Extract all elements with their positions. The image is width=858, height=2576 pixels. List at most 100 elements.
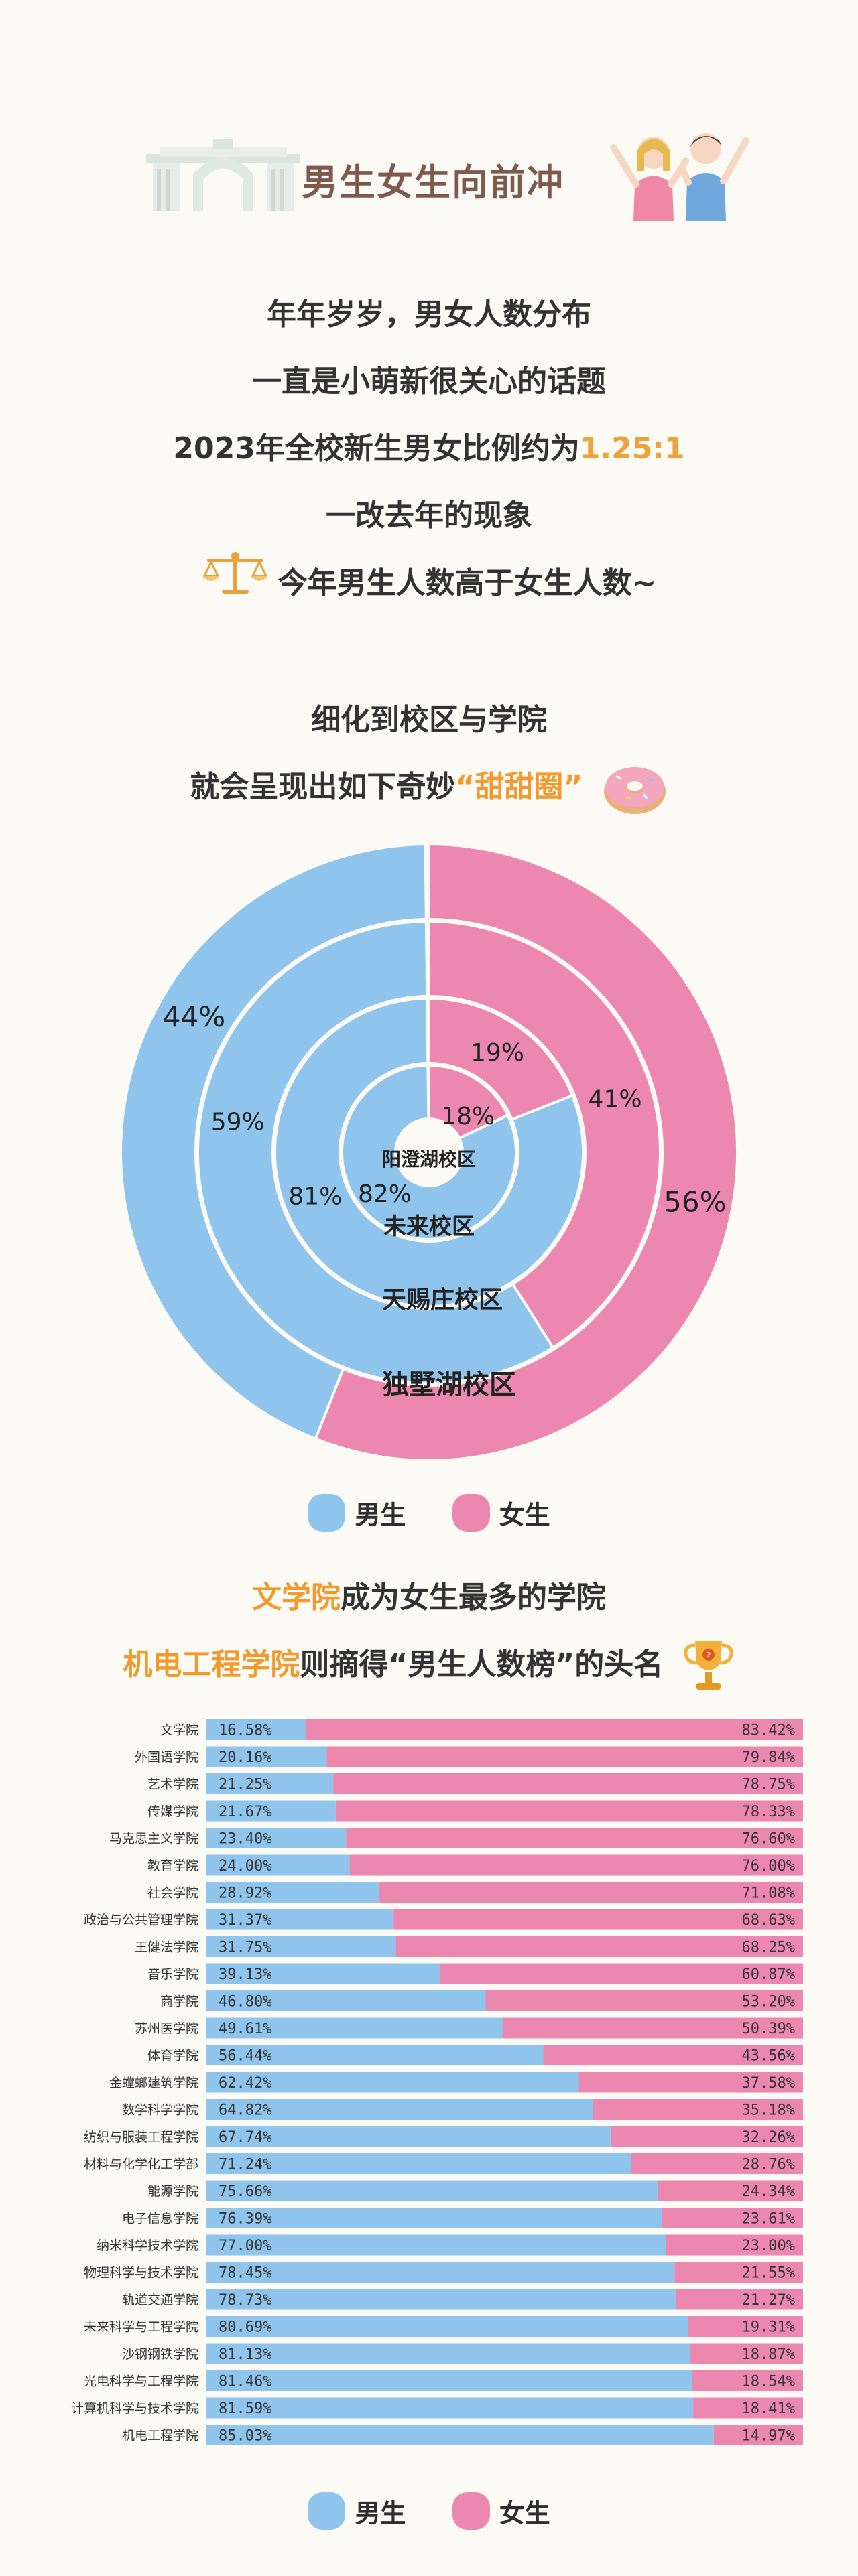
donut-intro: 细化到校区与学院 就会呈现出如下奇妙“甜甜圈” (0, 687, 858, 821)
bar-label-female: 53.20% (742, 1994, 795, 2011)
donut-intro-line-2: 就会呈现出如下奇妙“甜甜圈” (0, 754, 858, 821)
bar-segment-male (206, 1909, 394, 1930)
bar-segment-male (206, 2045, 544, 2065)
bar-label-male: 80.69% (219, 2319, 271, 2336)
category-label: 苏州医学院 (135, 2021, 198, 2036)
category-label: 数学科学学院 (122, 2103, 198, 2118)
category-label: 光电科学与工程学院 (84, 2374, 198, 2389)
cheering-students-icon (610, 133, 749, 221)
campus-gate-icon (146, 139, 300, 211)
category-label: 传媒学院 (147, 1804, 198, 1819)
donut-female-label: 18% (441, 1103, 495, 1130)
donut-intro-line-2-prefix: 就会呈现出如下奇妙 (190, 770, 456, 804)
intro-line-3-prefix: 2023年全校新生男女比例约为 (173, 431, 580, 466)
page-title: 男生女生向前冲 (302, 161, 564, 204)
college-intro-line-1-rest: 成为女生最多的学院 (341, 1580, 606, 1615)
donut-slice-female (428, 996, 574, 1122)
bar-segment-female (543, 2045, 803, 2065)
legend-item-female: 女生 (452, 1494, 550, 1532)
bar-legend: 男生 女生 (0, 2492, 858, 2530)
bar-segment-female (485, 1990, 803, 2011)
college-intro-line-2-rest: 则摘得“男生人数榜”的头名 (300, 1647, 664, 1682)
bar-row: 传媒学院 21.67% 78.33% (147, 1800, 803, 1822)
bar-row: 王健法学院 31.75% 68.25% (135, 1936, 803, 1957)
bar-label-male: 78.45% (219, 2265, 271, 2282)
bar-row: 纳米科学技术学院 77.00% 23.00% (97, 2234, 803, 2256)
category-label: 未来科学与工程学院 (84, 2320, 198, 2335)
category-label: 计算机科学与技术学院 (71, 2401, 198, 2416)
bar-segment-female (693, 2397, 803, 2419)
bar-label-male: 31.37% (219, 1912, 271, 1929)
bar-segment-male (206, 2126, 611, 2147)
bar-label-male: 56.44% (219, 2048, 271, 2065)
bar-segment-male (206, 1800, 336, 1822)
bar-label-male: 23.40% (219, 1831, 271, 1848)
bar-segment-female (333, 1773, 803, 1794)
bar-segment-male (206, 2316, 688, 2337)
bar-segment-male (206, 1963, 440, 1984)
category-label: 音乐学院 (147, 1967, 198, 1982)
donut-male-label: 44% (163, 1000, 225, 1033)
bar-label-female: 37.58% (742, 2075, 795, 2092)
gender-ratio: 1.25:1 (579, 431, 685, 466)
bar-label-male: 78.73% (219, 2292, 271, 2309)
bar-label-female: 76.60% (742, 1831, 795, 1848)
category-label: 材料与化学化工学部 (84, 2157, 198, 2172)
bar-segment-female (379, 1882, 803, 1903)
bar-label-male: 85.03% (219, 2428, 271, 2445)
legend-swatch-male (308, 1494, 346, 1532)
category-label: 轨道交通学院 (122, 2293, 198, 2307)
bar-label-male: 16.58% (219, 1722, 271, 1739)
bar-row: 未来科学与工程学院 80.69% 19.31% (84, 2316, 803, 2337)
bar-row: 商学院 46.80% 53.20% (160, 1990, 803, 2011)
bar-segment-female (674, 2262, 803, 2283)
category-label: 机电工程学院 (122, 2429, 198, 2443)
bar-label-female: 23.61% (742, 2211, 795, 2228)
bar-segment-female (346, 1828, 803, 1848)
bar-label-male: 67.74% (219, 2129, 271, 2146)
svg-text:?: ? (706, 1651, 710, 1659)
bar-label-female: 28.76% (742, 2157, 795, 2173)
bar-label-male: 62.42% (219, 2075, 271, 2092)
bar-label-male: 24.00% (219, 1858, 271, 1875)
bar-row: 教育学院 24.00% 76.00% (147, 1854, 803, 1876)
category-label: 体育学院 (147, 2049, 198, 2063)
bar-segment-female (713, 2425, 803, 2445)
intro-text: 年年岁岁，男女人数分布 一直是小萌新很关心的话题 2023年全校新生男女比例约为… (0, 281, 858, 616)
donut-male-label: 82% (358, 1180, 412, 1208)
college-gender-bar-chart: 文学院 16.58% 83.42% 外国语学院 20.16% 79.84% 艺术学院 21.2… (71, 1719, 803, 2445)
category-label: 纳米科学技术学院 (97, 2238, 198, 2253)
bar-segment-female (305, 1719, 803, 1740)
bar-label-female: 76.00% (742, 1858, 795, 1875)
legend-label-female: 女生 (499, 2498, 550, 2528)
campus-label-dushuhu: 独墅湖校区 (382, 1369, 516, 1400)
bar-row: 音乐学院 39.13% 60.87% (147, 1963, 803, 1984)
bar-row: 计算机科学与技术学院 81.59% 18.41% (71, 2397, 803, 2419)
bar-label-male: 20.16% (219, 1749, 271, 1766)
campus-nested-donut-chart: 18% 82% 19% 81% 41% 59% 56% 44% 阳澄湖校区未来校区天赐庄校区独墅… (119, 842, 739, 1462)
bar-segment-female (593, 2099, 803, 2120)
bar-row: 体育学院 56.44% 43.56% (147, 2045, 803, 2065)
category-label: 物理科学与技术学院 (84, 2266, 198, 2281)
bar-segment-female (326, 1746, 803, 1767)
intro-line-3: 2023年全校新生男女比例约为1.25:1 (0, 415, 858, 482)
bar-segment-male (206, 1854, 350, 1876)
bar-row: 物理科学与技术学院 78.45% 21.55% (84, 2262, 803, 2283)
bar-label-female: 83.42% (742, 1722, 795, 1739)
bar-label-female: 68.63% (742, 1912, 795, 1929)
category-label: 艺术学院 (147, 1777, 198, 1792)
bar-label-female: 24.34% (742, 2183, 795, 2200)
category-label: 纺织与服装工程学院 (84, 2130, 198, 2145)
college-intro: 文学院成为女生最多的学院 机电工程学院则摘得“男生人数榜”的头名 ? (0, 1564, 858, 1698)
intro-line-4: 一改去年的现象 (326, 498, 532, 533)
bar-segment-male (206, 2208, 662, 2228)
donut-slice-female (428, 1063, 510, 1140)
bar-label-male: 28.92% (219, 1885, 271, 1902)
bar-segment-male (206, 2343, 691, 2364)
bar-label-male: 71.24% (219, 2157, 271, 2173)
donut-male-label: 59% (211, 1108, 265, 1136)
bar-row: 电子信息学院 76.39% 23.61% (122, 2208, 803, 2228)
category-label: 能源学院 (147, 2184, 198, 2199)
bar-label-female: 32.26% (742, 2129, 795, 2146)
donut-slice-male (196, 919, 555, 1385)
